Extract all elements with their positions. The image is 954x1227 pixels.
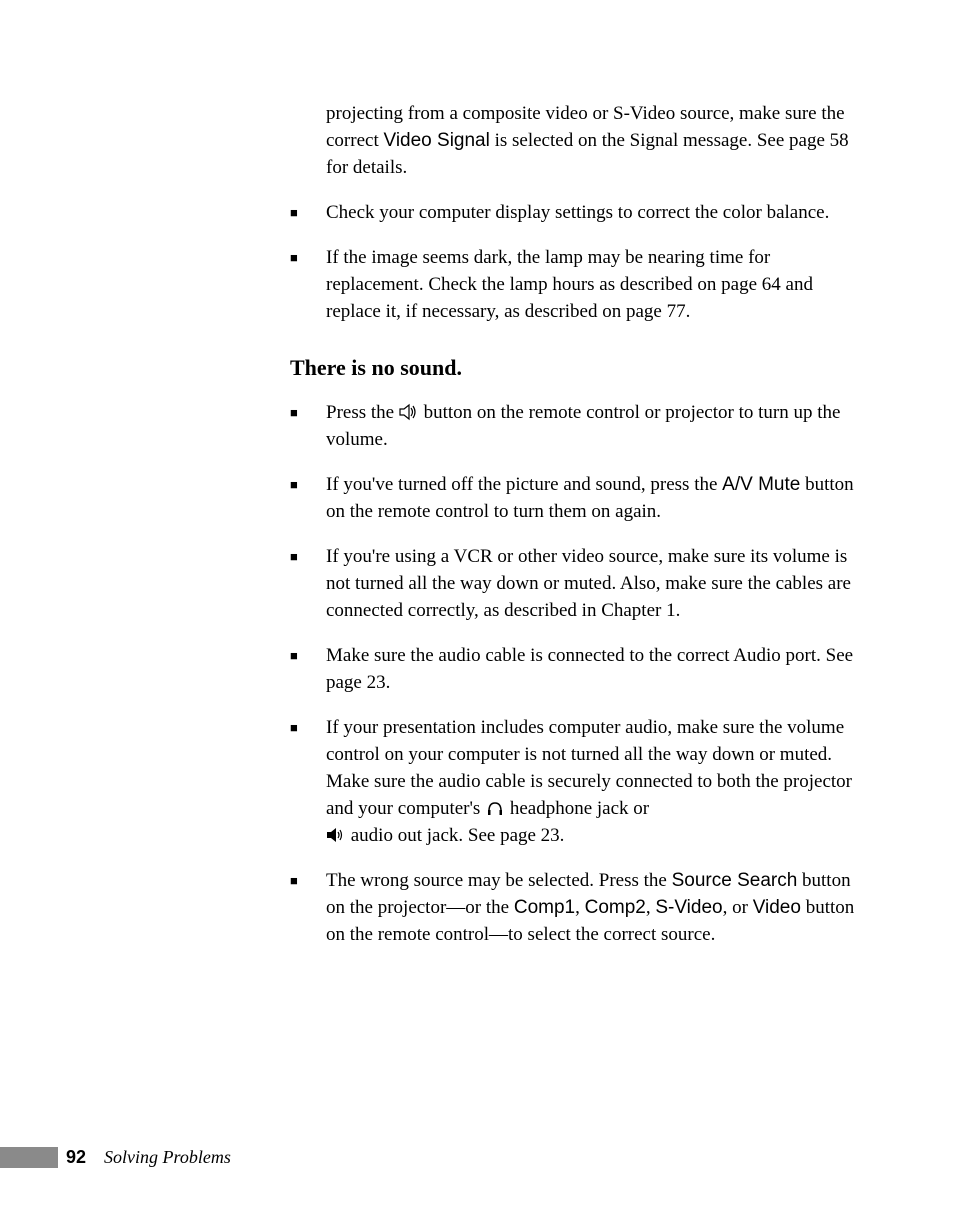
bullet-marker: ■: [290, 199, 326, 226]
body-content: projecting from a composite video or S-V…: [290, 100, 870, 948]
b6-text-d: ,: [646, 897, 656, 918]
headphone-icon: [485, 798, 505, 816]
bullet-marker: ■: [290, 714, 326, 849]
bullet-top-1: ■ Check your computer display settings t…: [290, 199, 870, 226]
bullet-6: ■ The wrong source may be selected. Pres…: [290, 867, 870, 948]
intro-text-sans: Video Signal: [383, 130, 489, 151]
bullet-text: Check your computer display settings to …: [326, 199, 870, 226]
bullet-text: Make sure the audio cable is connected t…: [326, 642, 870, 696]
b5-text-b: headphone jack or: [505, 798, 649, 819]
volume-icon: [399, 402, 419, 420]
b6-s1: Source Search: [672, 870, 798, 891]
page-number: 92: [66, 1147, 86, 1167]
b5-text-c: audio out jack. See page 23.: [346, 825, 564, 846]
footer-title: Solving Problems: [104, 1147, 231, 1167]
b6-s2: Comp1: [514, 897, 575, 918]
b6-s5: Video: [753, 897, 801, 918]
b2-text-a: If you've turned off the picture and sou…: [326, 474, 722, 495]
b6-text-c: ,: [575, 897, 585, 918]
bullet-text: If you're using a VCR or other video sou…: [326, 543, 870, 624]
b1-text-a: Press the: [326, 402, 399, 423]
intro-paragraph: projecting from a composite video or S-V…: [290, 100, 870, 181]
footer: 92 Solving Problems: [66, 1147, 231, 1168]
b2-sans: A/V Mute: [722, 474, 800, 495]
bullet-marker: ■: [290, 543, 326, 624]
accent-bar: [0, 1147, 58, 1168]
bullet-marker: ■: [290, 399, 326, 453]
b6-s4: S-Video: [655, 897, 722, 918]
bullet-marker: ■: [290, 642, 326, 696]
bullet-5: ■ If your presentation includes computer…: [290, 714, 870, 849]
bullet-top-2: ■ If the image seems dark, the lamp may …: [290, 244, 870, 325]
bullet-4: ■ Make sure the audio cable is connected…: [290, 642, 870, 696]
b6-text-e: , or: [723, 897, 753, 918]
bullet-2: ■ If you've turned off the picture and s…: [290, 471, 870, 525]
bullet-3: ■ If you're using a VCR or other video s…: [290, 543, 870, 624]
bullet-text: Press the button on the remote control o…: [326, 399, 870, 453]
bullet-text: The wrong source may be selected. Press …: [326, 867, 870, 948]
section-heading: There is no sound.: [290, 355, 870, 381]
b6-s3: Comp2: [585, 897, 646, 918]
bullet-text: If your presentation includes computer a…: [326, 714, 870, 849]
bullet-text: If the image seems dark, the lamp may be…: [326, 244, 870, 325]
page: projecting from a composite video or S-V…: [0, 0, 954, 1227]
bullet-marker: ■: [290, 867, 326, 948]
audio-out-icon: [326, 825, 346, 843]
bullet-marker: ■: [290, 244, 326, 325]
bullet-1: ■ Press the button on the remote control…: [290, 399, 870, 453]
b6-text-a: The wrong source may be selected. Press …: [326, 870, 672, 891]
bullet-text: If you've turned off the picture and sou…: [326, 471, 870, 525]
bullet-marker: ■: [290, 471, 326, 525]
